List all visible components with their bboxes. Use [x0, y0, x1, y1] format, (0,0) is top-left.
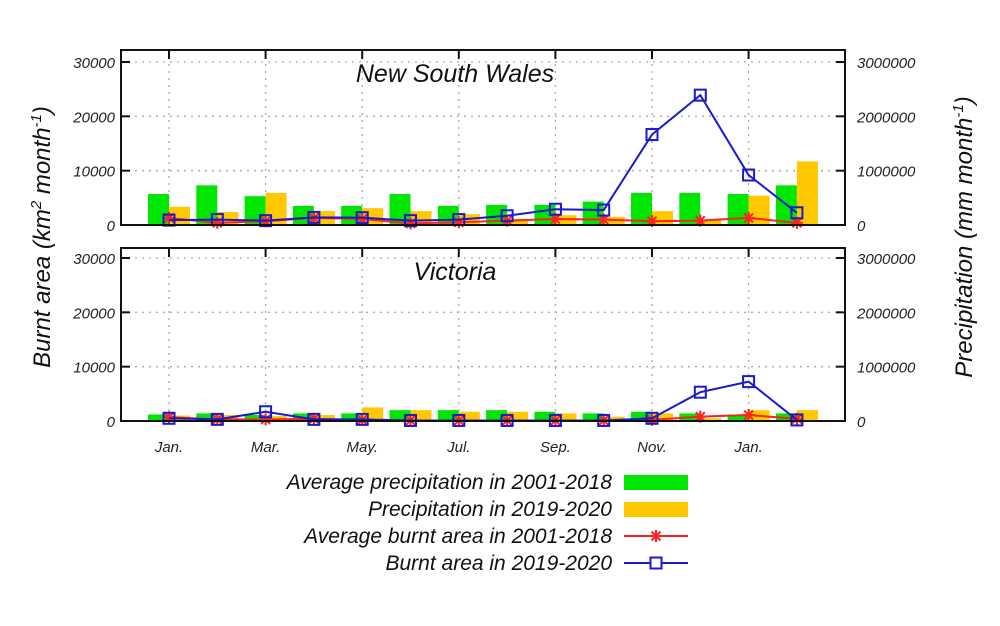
point-square-marker — [742, 375, 756, 389]
bar-avg_precip — [148, 414, 169, 421]
bar-avg_precip — [244, 415, 266, 421]
line-burnt_2019 — [168, 93, 798, 222]
point-star-marker — [742, 211, 755, 224]
legend-label: Precipitation in 2019-2020 — [368, 498, 612, 521]
bar-avg_precip — [679, 192, 701, 225]
bar-precip_2019 — [603, 416, 625, 421]
y-tick-label-left: 0 — [107, 414, 116, 431]
point-square-marker — [404, 214, 417, 228]
legend-item-avg_burnt: Average burnt area in 2001-2018 — [302, 525, 688, 548]
bar-avg_precip — [631, 192, 652, 225]
y-tick-label-left: 20000 — [72, 109, 115, 126]
y-tick-label-right: 1000000 — [857, 360, 916, 377]
x-axis-labels: Jan. Mar. May. Jul. Sep. Nov. Jan. — [154, 439, 763, 456]
panel-title: Victoria — [414, 258, 497, 286]
bar-avg_precip — [727, 414, 749, 421]
point-square-marker — [742, 168, 756, 182]
point-square-marker — [307, 210, 321, 224]
panel-new-south-wales: 0 0 10000 1000000 20000 2000000 30000 3000000 Ne… — [72, 49, 916, 235]
plot-frame — [120, 49, 846, 226]
y-tick-label-left: 20000 — [72, 305, 115, 322]
y-tick-label-right: 1000000 — [857, 164, 916, 181]
y-tick-label-left: 30000 — [73, 251, 115, 268]
bar-precip_2019 — [700, 220, 722, 225]
bar-avg_precip — [582, 413, 604, 421]
legend-item-precip_2019: Precipitation in 2019-2020 — [368, 498, 688, 521]
panel-victoria: 0 0 10000 1000000 20000 2000000 30000 3000000 Vi… — [72, 247, 916, 431]
legend-star-marker — [650, 530, 662, 542]
legend-label: Burnt area in 2019-2020 — [386, 552, 613, 575]
bar-precip_2019 — [796, 161, 818, 225]
bar-avg_precip — [486, 410, 508, 421]
point-square-marker — [548, 202, 562, 216]
y-tick-label-right: 3000000 — [857, 251, 916, 268]
point-square-marker — [645, 128, 659, 142]
point-star-marker — [404, 217, 417, 230]
x-tick-label: Mar. — [251, 439, 280, 456]
legend-swatch-bar — [624, 475, 688, 490]
point-star-marker — [742, 409, 755, 422]
x-tick-label: May. — [346, 439, 377, 456]
bar-avg_precip — [389, 410, 411, 421]
x-tick-label: Sep. — [540, 439, 571, 456]
y-tick-label-left: 0 — [107, 218, 116, 235]
y-tick-label-right: 2000000 — [856, 305, 916, 322]
point-square-marker — [500, 209, 514, 223]
point-square-marker — [162, 411, 176, 425]
panel-title: New South Wales — [356, 60, 554, 88]
point-star-marker — [597, 213, 610, 226]
y-tick-label-right: 0 — [857, 414, 866, 431]
y-tick-label-left: 30000 — [73, 55, 115, 72]
bar-avg_precip — [534, 411, 556, 421]
point-square-marker — [645, 411, 659, 425]
bar-precip_2019 — [652, 413, 673, 421]
point-square-marker — [693, 385, 707, 399]
bar-precip_2019 — [410, 410, 432, 421]
bar-precip_2019 — [507, 219, 529, 225]
point-square-marker — [790, 413, 804, 427]
legend-label: Average burnt area in 2001-2018 — [302, 525, 612, 548]
legend: Average precipitation in 2001-2018 Precip… — [285, 471, 688, 575]
bar-precip_2019 — [700, 418, 722, 421]
bar-avg_precip — [341, 413, 363, 421]
y-tick-label-right: 3000000 — [857, 55, 916, 72]
x-tick-label: Jul. — [446, 439, 470, 456]
x-tick-label: Nov. — [637, 439, 667, 456]
plot-frame — [120, 247, 846, 422]
point-square-marker — [259, 214, 273, 228]
point-square-marker — [307, 412, 321, 426]
point-square-marker — [355, 211, 369, 225]
legend-square-marker — [649, 556, 663, 570]
y-axis-left-title: Burnt area (km2 month-1) — [28, 106, 56, 368]
legend-item-avg_precip: Average precipitation in 2001-2018 — [285, 471, 688, 494]
bar-precip_2019 — [458, 411, 480, 421]
point-star-marker — [259, 413, 272, 426]
point-square-marker — [259, 405, 273, 419]
bar-precip_2019 — [313, 415, 335, 421]
y-axis-right-title: Precipitation (mm month-1) — [950, 96, 978, 377]
bar-avg_precip — [437, 410, 459, 421]
x-tick-label: Jan. — [733, 439, 762, 456]
bar-avg_precip — [631, 411, 652, 421]
point-square-marker — [355, 412, 369, 426]
legend-swatch-bar — [624, 502, 688, 517]
y-tick-label-right: 2000000 — [856, 109, 916, 126]
point-square-marker — [597, 203, 611, 217]
y-tick-label-left: 10000 — [73, 164, 115, 181]
x-tick-label: Jan. — [154, 439, 183, 456]
bar-precip_2019 — [796, 410, 818, 421]
y-tick-label-right: 0 — [857, 218, 866, 235]
point-square-marker — [693, 88, 707, 102]
y-tick-label-left: 10000 — [73, 360, 115, 377]
point-square-marker — [210, 412, 224, 426]
bar-precip_2019 — [507, 411, 529, 421]
bar-precip_2019 — [603, 216, 625, 225]
bar-avg_precip — [196, 413, 218, 421]
legend-item-burnt_2019: Burnt area in 2019-2020 — [386, 552, 688, 575]
point-star-marker — [452, 216, 465, 229]
point-square-marker — [790, 206, 804, 220]
bar-precip_2019 — [555, 413, 577, 421]
legend-label: Average precipitation in 2001-2018 — [285, 471, 613, 494]
